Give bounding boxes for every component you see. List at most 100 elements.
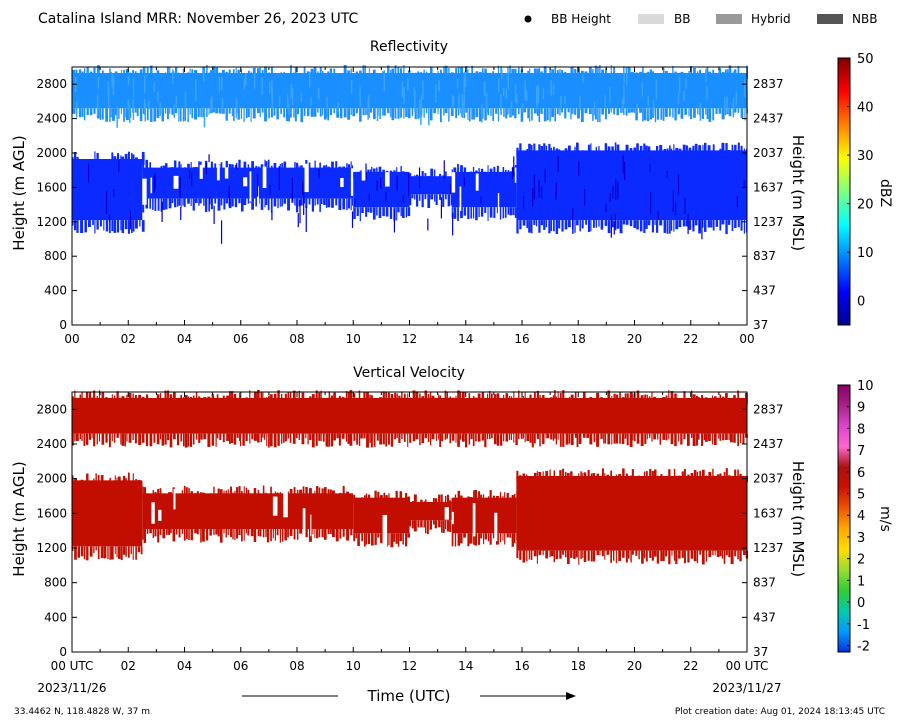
echo-column [633,220,637,229]
echo-column [472,433,475,447]
echo-column [489,207,493,218]
echo-column [154,529,157,537]
colorbar-tick-label: 30 [857,149,874,164]
echo-column [660,73,663,79]
echo-column [430,433,432,446]
echo-column [132,393,134,404]
echo-column [705,550,707,562]
echo-column [730,550,734,565]
echo-column [273,198,277,207]
texture-streak [464,70,467,88]
echo-column [716,474,720,482]
echo-column [223,168,226,174]
echo-column [188,488,190,500]
echo-column [96,433,98,445]
echo-column [245,529,247,534]
echo-column [399,491,403,504]
texture-streak [684,198,686,214]
echo-column [114,395,116,404]
echo-column [362,108,365,116]
echo-column [166,529,168,535]
echo-column [145,159,149,174]
echo-column [507,108,509,115]
echo-column [353,207,356,220]
echo-column [165,198,168,210]
texture-streak [380,177,382,189]
echo-column [212,66,215,79]
echo-column [552,395,555,404]
echo-column [322,398,325,404]
echo-column [585,152,588,157]
echo-column [690,550,694,559]
y-tick-label-right: 37 [753,318,768,332]
echo-column [585,220,588,225]
echo-column [488,391,491,404]
texture-streak [113,188,115,197]
echo-column [478,533,481,545]
echo-column [727,150,731,157]
echo-column [656,220,659,233]
echo-column [469,73,471,79]
echo-column [546,108,549,121]
echo-column [109,546,111,560]
echo-column [666,148,669,157]
echo-column [721,142,725,157]
echo-column [739,550,742,562]
colorbar-tick-label: 6 [857,466,865,481]
velocity-title: Vertical Velocity [353,365,465,381]
echo-column [218,108,222,114]
echo-column [132,69,135,79]
echo-column [399,533,403,541]
echo-column [298,390,301,404]
echo-column [103,220,105,231]
echo-column [335,529,339,542]
echo-column [678,433,680,442]
echo-gap [451,511,454,525]
echo-column [614,142,617,157]
echo-column [552,433,555,441]
echo-column [634,433,636,442]
echo-column [523,108,527,113]
echo-column [613,66,616,79]
echo-column [240,396,242,404]
echo-column [586,433,590,438]
echo-column [405,492,408,504]
echo-column [692,394,696,404]
echo-column [331,161,334,174]
echo-column [714,550,716,556]
echo-column [184,108,187,121]
echo-column [83,546,86,560]
echo-column [604,220,608,226]
echo-column [154,198,157,211]
texture-streak [736,195,738,208]
echo-column [403,108,405,119]
echo-column [411,108,414,116]
echo-column [649,69,653,79]
echo-column [353,172,356,178]
texture-streak [132,98,135,121]
echo-column [555,148,559,157]
echo-column [362,65,365,79]
texture-streak [153,175,155,193]
echo-column [618,474,622,482]
echo-column [649,468,652,482]
echo-column [639,71,643,79]
echo-column [616,144,620,157]
echo-column [270,66,273,79]
echo-column [153,73,157,79]
echo-column [164,72,167,79]
echo-column [559,550,562,559]
echo-column [149,399,153,404]
echo-column [671,476,673,482]
echo-column [338,395,341,404]
echo-column [708,433,711,441]
texture-streak [208,154,210,163]
echo-column [101,433,105,445]
echo-column [519,550,522,560]
echo-column [457,390,460,404]
echo-column [670,220,673,231]
echo-column [169,433,173,448]
echo-column [346,529,350,541]
echo-column [295,397,298,404]
echo-column [424,499,427,508]
